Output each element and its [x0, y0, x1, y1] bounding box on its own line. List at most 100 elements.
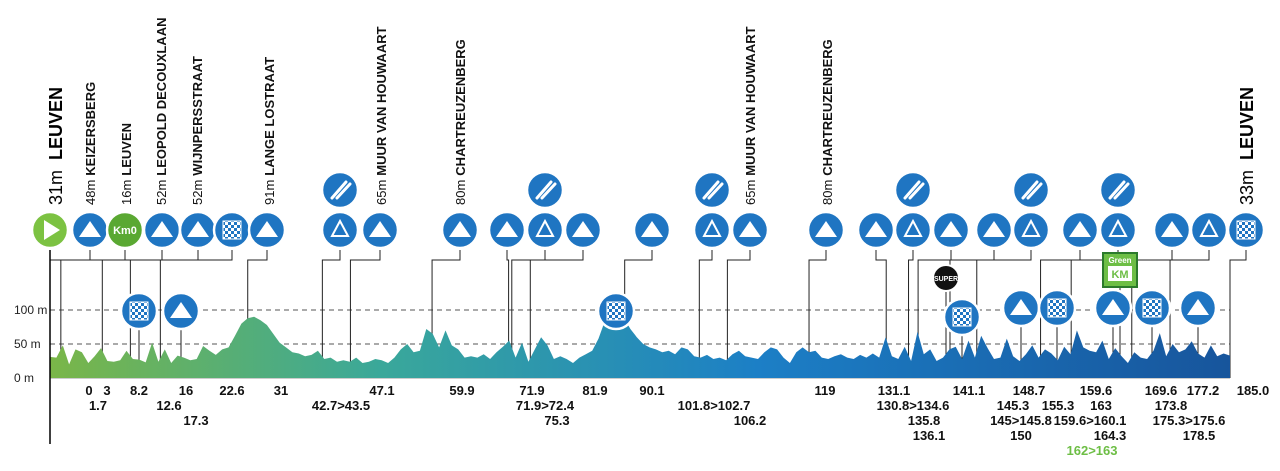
climb-name: LANGE LOSTRAAT	[262, 57, 277, 176]
mountain-glyph	[983, 221, 1005, 237]
marker-icons: Km0 SUPER Green KM	[30, 170, 1266, 337]
checker-glyph	[129, 301, 149, 321]
climb-altitude: 65m	[743, 180, 758, 205]
km-label: 22.6	[219, 383, 244, 398]
mountain-glyph	[151, 221, 173, 237]
km-label: 75.3	[544, 413, 569, 428]
leader-line	[1040, 250, 1081, 378]
climb-icon	[440, 210, 480, 250]
leader-lines	[49, 250, 1247, 378]
km-label: 177.2	[1187, 383, 1220, 398]
leader-line	[1169, 250, 1210, 378]
y-tick-label: 50 m	[14, 337, 41, 351]
km-label: 130.8>134.6	[877, 398, 950, 413]
km-label: 163	[1090, 398, 1112, 413]
leader-line	[60, 250, 126, 378]
km-label: 159.6>160.1	[1054, 413, 1127, 428]
start-altitude: 31m	[46, 170, 66, 205]
leader-line	[1229, 250, 1247, 378]
climb-icon	[806, 210, 846, 250]
leader-line	[159, 250, 233, 378]
km-label: 178.5	[1183, 428, 1216, 443]
mountain-glyph	[187, 221, 209, 237]
km-label: 164.3	[1094, 428, 1127, 443]
bottle-glyph	[535, 180, 557, 200]
km-label: 135.8	[908, 413, 941, 428]
climb-name: MUUR VAN HOUWAART	[743, 26, 758, 175]
km-label: 106.2	[734, 413, 767, 428]
checkered-flag-icon	[942, 297, 982, 337]
km-label: 145.3	[997, 398, 1030, 413]
km-label: 71.9	[519, 383, 544, 398]
km-label: 185.0	[1237, 383, 1270, 398]
km-label: 150	[1010, 428, 1032, 443]
leader-line	[511, 250, 546, 378]
start-icon	[30, 210, 70, 250]
climb-icon	[1060, 210, 1100, 250]
climb-icon	[730, 210, 770, 250]
km-label: 145>145.8	[990, 413, 1052, 428]
green-km-inner	[1108, 266, 1132, 281]
bottle-glyph	[1021, 180, 1043, 200]
mountain-glyph	[496, 221, 518, 237]
leader-line	[726, 250, 751, 378]
leader-line	[321, 250, 341, 378]
checker-glyph	[606, 301, 626, 321]
recycle-glyph	[1108, 218, 1128, 237]
feed-zone-icon	[1011, 170, 1051, 210]
mountain-glyph	[170, 302, 192, 318]
checker-glyph	[1047, 298, 1067, 318]
icon-badge	[1189, 210, 1229, 250]
climb-name: WIJNPERSSTRAAT	[190, 56, 205, 176]
sprint-badge	[932, 264, 960, 292]
climb-icon	[142, 210, 182, 250]
bottle-glyph	[903, 180, 925, 200]
checkered-flag-icon	[1226, 210, 1266, 250]
mountain-glyph	[1069, 221, 1091, 237]
checkered-flag-icon	[119, 291, 159, 331]
leader-line	[917, 250, 952, 378]
finish-altitude: 33m	[1237, 170, 1257, 205]
climb-altitude: 48m	[83, 180, 98, 205]
y-tick-label: 100 m	[14, 303, 47, 317]
recycle-icon	[1189, 210, 1229, 250]
climb-icon	[247, 210, 287, 250]
climb-icon	[974, 210, 1014, 250]
km0-icon: Km0	[105, 210, 145, 250]
leader-line	[698, 250, 713, 378]
start-label: 31m LEUVEN	[46, 87, 66, 205]
feed-zone-icon	[525, 170, 565, 210]
climb-altitude: 16m	[119, 180, 134, 205]
mountain-glyph	[1010, 299, 1032, 315]
mountain-glyph	[79, 221, 101, 237]
green-km-icon: Green KM	[1102, 252, 1138, 288]
climb-icon	[856, 210, 896, 250]
finish-city: LEUVEN	[1237, 87, 1257, 160]
bottle-glyph	[330, 180, 352, 200]
km-label: 162>163	[1067, 443, 1118, 458]
icon-badge	[1098, 210, 1138, 250]
climb-name: KEIZERSBERG	[83, 82, 98, 176]
recycle-glyph	[903, 218, 923, 237]
climb-icon	[178, 210, 218, 250]
climb-icon	[161, 291, 201, 331]
bottle-glyph	[1108, 180, 1130, 200]
checkered-flag-icon	[596, 291, 636, 331]
recycle-glyph	[702, 218, 722, 237]
km-labels: 0 3 8.2 16 22.6 31 47.1 59.9 71.9 81.9 90.1 119 131.…	[85, 383, 1269, 458]
sprint-text: SUPER	[934, 276, 958, 283]
km-label: 148.7	[1013, 383, 1046, 398]
feed-zone-icon	[320, 170, 360, 210]
climb-labels: 48m KEIZERSBERG 16m LEUVEN 52m LEOPOLD DECOUX…	[83, 18, 835, 205]
climb-icon	[632, 210, 672, 250]
km-label: 169.6	[1145, 383, 1178, 398]
y-axis-ticks: 0 m 50 m 100 m	[14, 303, 47, 385]
climb-altitude: 91m	[262, 180, 277, 205]
feed-zone-icon	[893, 170, 933, 210]
green-km-text-top: Green	[1108, 256, 1131, 265]
leader-line	[808, 250, 827, 378]
climb-icon	[360, 210, 400, 250]
climb-altitude: 80m	[453, 180, 468, 205]
super-sprint-icon: SUPER	[932, 264, 960, 292]
